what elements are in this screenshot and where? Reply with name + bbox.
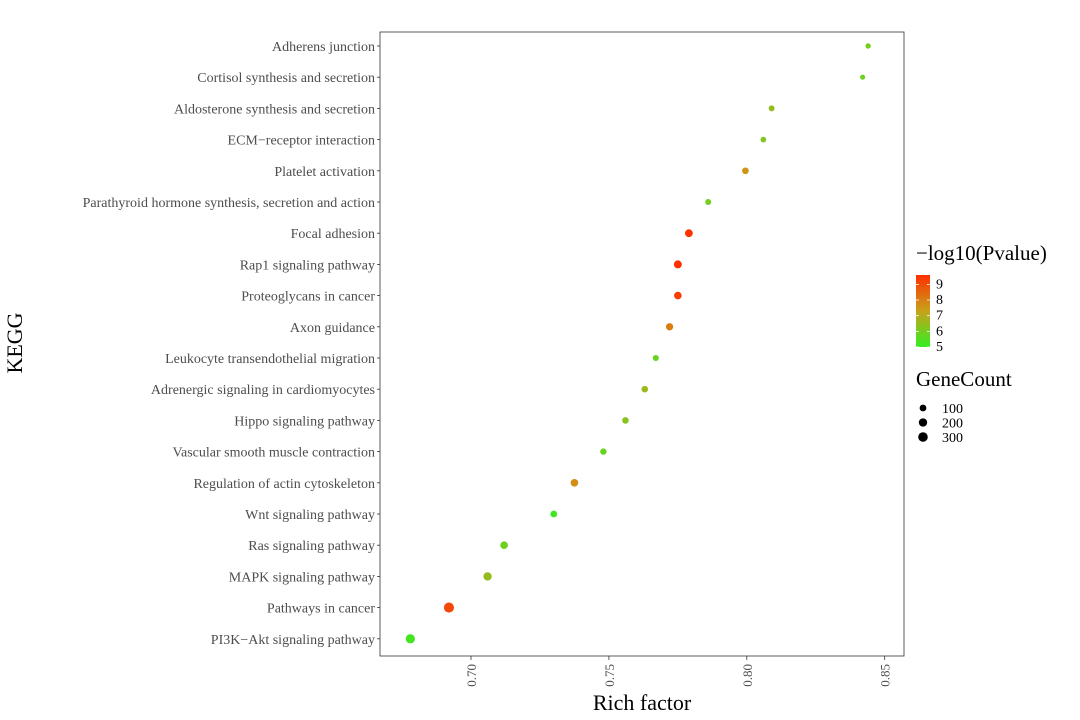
data-point (550, 510, 558, 518)
category-tick-label: Proteoglycans in cancer (241, 290, 375, 305)
data-point (641, 385, 649, 393)
data-point (768, 105, 775, 112)
category-tick-label: Ras signaling pathway (248, 539, 375, 554)
x-tick-label: 0.85 (878, 664, 893, 687)
category-tick-label: Focal adhesion (291, 227, 375, 242)
y-axis-title: KEGG (2, 312, 27, 373)
category-tick-label: Pathways in cancer (267, 602, 375, 617)
data-point (684, 229, 693, 238)
category-tick-label: Axon guidance (290, 321, 375, 336)
data-point (673, 260, 682, 269)
category-tick-label: Aldosterone synthesis and secretion (174, 102, 375, 117)
x-tick-label: 0.80 (740, 664, 755, 687)
category-tick-label: Platelet activation (274, 165, 375, 180)
category-tick-label: Parathyroid hormone synthesis, secretion… (83, 196, 375, 211)
category-tick-label: Adrenergic signaling in cardiomyocytes (151, 383, 375, 398)
data-point (760, 136, 767, 143)
data-point (860, 74, 866, 80)
category-tick-label: Hippo signaling pathway (234, 414, 375, 429)
size-legend-key (919, 404, 927, 412)
color-legend-label: 9 (936, 277, 943, 292)
x-axis: 0.70 0.75 0.80 0.85 (464, 656, 893, 687)
size-legend-key (918, 418, 928, 427)
x-axis-title: Rich factor (593, 690, 692, 715)
color-legend-label: 6 (936, 324, 943, 339)
data-point (622, 417, 629, 424)
category-tick-label: Vascular smooth muscle contraction (172, 446, 375, 461)
category-tick-label: Cortisol synthesis and secretion (197, 71, 375, 86)
color-legend-label: 5 (936, 340, 943, 355)
category-tick-label: ECM−receptor interaction (228, 134, 375, 149)
data-point (600, 448, 607, 455)
color-legend-title: −log10(Pvalue) (916, 241, 1047, 265)
size-legend-label: 300 (942, 431, 963, 446)
x-tick-label: 0.75 (602, 664, 617, 687)
data-points (405, 43, 871, 644)
data-point (483, 572, 492, 581)
panel-border (379, 31, 905, 657)
data-point (500, 541, 508, 550)
color-legend-label: 7 (936, 309, 943, 324)
data-point (674, 291, 682, 300)
data-point (742, 167, 749, 175)
category-tick-label: MAPK signaling pathway (229, 570, 375, 585)
size-legend-title: GeneCount (916, 367, 1012, 391)
category-tick-label: PI3K−Akt signaling pathway (211, 633, 375, 648)
x-tick-label: 0.70 (464, 664, 479, 687)
category-tick-label: Regulation of actin cytoskeleton (193, 477, 375, 492)
size-legend-label: 200 (942, 417, 963, 432)
plot-panel (379, 31, 905, 657)
data-point (443, 602, 455, 613)
color-legend-bar (916, 275, 930, 347)
data-point (405, 634, 415, 644)
data-point (665, 323, 674, 331)
category-axis: Adherens junction Cortisol synthesis and … (83, 40, 380, 648)
category-tick-label: Wnt signaling pathway (245, 508, 375, 523)
size-legend-key (918, 432, 928, 442)
data-point (865, 43, 871, 49)
size-legend-label: 100 (942, 402, 963, 417)
category-tick-label: Rap1 signaling pathway (240, 258, 375, 273)
color-legend-label: 8 (936, 293, 943, 308)
data-point (705, 198, 712, 206)
data-point (652, 354, 659, 362)
data-point (570, 478, 579, 487)
category-tick-label: Adherens junction (272, 40, 375, 55)
category-tick-label: Leukocyte transendothelial migration (165, 352, 375, 367)
